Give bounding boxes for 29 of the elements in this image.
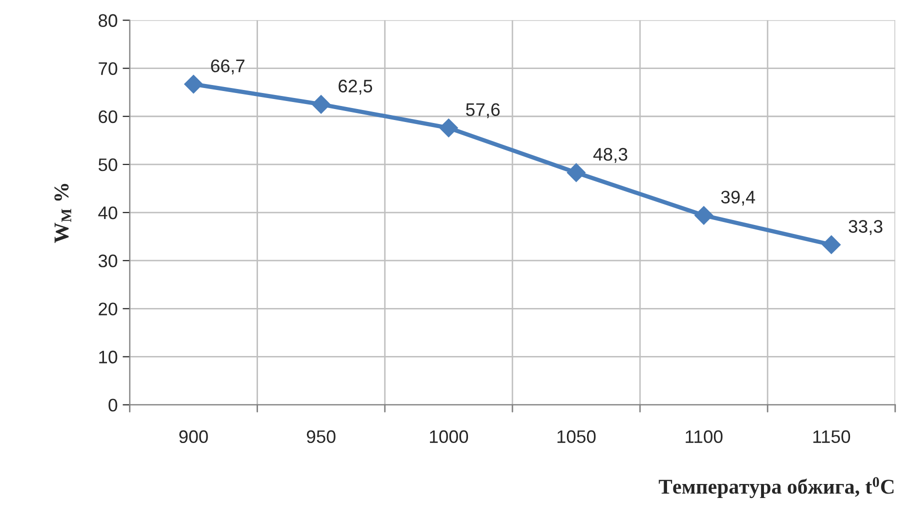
- x-axis-title: Температура обжига, t$^{0}$C: [658, 477, 894, 498]
- point: [439, 118, 458, 138]
- x-tick-label: 900: [179, 430, 208, 444]
- data-label: 39,4: [721, 190, 756, 206]
- data-label: 48,3: [593, 148, 628, 163]
- y-tick-label: 20: [98, 302, 118, 316]
- data-label: 33,3: [848, 220, 882, 235]
- x-tick-label: 950: [306, 430, 336, 444]
- y-tick-label: 40: [98, 206, 118, 220]
- y-tick-label: 50: [98, 158, 118, 172]
- point: [822, 235, 841, 254]
- x-tick-label: 1150: [813, 430, 850, 444]
- x-tick-label: 1000: [430, 430, 468, 444]
- x-tick-label: 1100: [686, 430, 723, 444]
- y-tick-label: 0: [108, 398, 118, 412]
- point: [312, 95, 330, 114]
- data-label: 57,6: [466, 103, 500, 118]
- y-tick-label: 80: [98, 14, 118, 27]
- x-tick-label: 1050: [558, 430, 596, 444]
- point: [184, 74, 203, 94]
- point: [566, 163, 586, 182]
- y-tick-label: 10: [99, 350, 118, 364]
- y-axis-title: W$_{M}$ %: [54, 184, 72, 243]
- data-label: 62,5: [338, 80, 372, 95]
- data-label: 66,7: [211, 59, 244, 74]
- point: [694, 206, 714, 225]
- y-tick-label: 70: [98, 62, 118, 76]
- y-tick-label: 30: [98, 254, 118, 268]
- y-tick-label: 60: [98, 110, 118, 124]
